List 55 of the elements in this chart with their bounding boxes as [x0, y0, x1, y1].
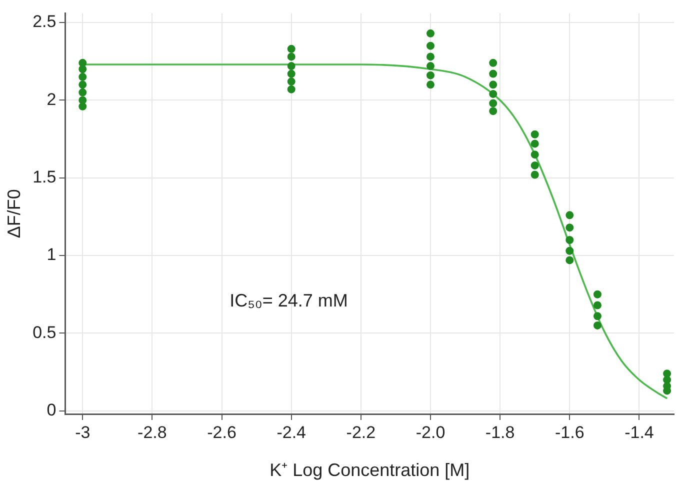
point	[78, 88, 87, 96]
point	[566, 211, 574, 220]
point	[593, 321, 602, 330]
point	[530, 161, 539, 170]
point	[593, 301, 602, 310]
point	[530, 150, 539, 159]
point	[287, 85, 296, 94]
point	[287, 70, 296, 78]
x-axis-title: K⁺ Log Concentration [M]	[270, 460, 470, 480]
point	[287, 52, 296, 61]
x-tick-label: -2.2	[346, 422, 376, 442]
point	[287, 78, 296, 86]
point	[287, 62, 296, 70]
point	[593, 312, 602, 320]
y-axis-title: ΔF/F0	[4, 189, 24, 238]
y-tick-label: 2.5	[32, 12, 56, 32]
point	[530, 130, 539, 138]
point	[426, 29, 434, 38]
point	[426, 42, 434, 50]
x-tick-label: -2.0	[416, 422, 446, 442]
point	[530, 140, 539, 148]
y-tick-label: 1	[46, 245, 56, 264]
point	[78, 65, 87, 74]
x-tick-label: -1.6	[554, 422, 584, 442]
point	[426, 80, 434, 89]
x-tick-label: -2.4	[276, 422, 306, 442]
point	[426, 52, 434, 61]
point	[489, 90, 498, 98]
x-tick-label: -1.8	[485, 422, 515, 442]
y-tick-label: 1.5	[32, 168, 56, 187]
point	[78, 102, 87, 110]
point	[489, 80, 498, 89]
y-tick-label: 0.5	[32, 322, 56, 342]
y-tick-label: 0	[46, 400, 56, 420]
x-tick-label: -2.8	[138, 422, 167, 442]
point	[426, 62, 434, 70]
point	[426, 71, 434, 80]
annotation: IC₅₀= 24.7 mM	[230, 290, 348, 311]
point	[489, 99, 498, 108]
x-tick-label: -1.4	[624, 422, 654, 442]
point	[566, 236, 574, 244]
point	[287, 44, 296, 53]
point	[489, 58, 498, 67]
point	[78, 72, 87, 81]
point	[489, 70, 498, 78]
y-tick-label: 2	[46, 90, 56, 109]
point	[593, 290, 602, 298]
point	[530, 170, 539, 179]
x-tick-label: -3	[75, 422, 90, 442]
point	[566, 256, 574, 264]
x-tick-label: -2.6	[207, 422, 236, 442]
point	[489, 107, 498, 116]
point	[78, 80, 87, 89]
point	[566, 246, 574, 255]
point	[566, 224, 574, 232]
